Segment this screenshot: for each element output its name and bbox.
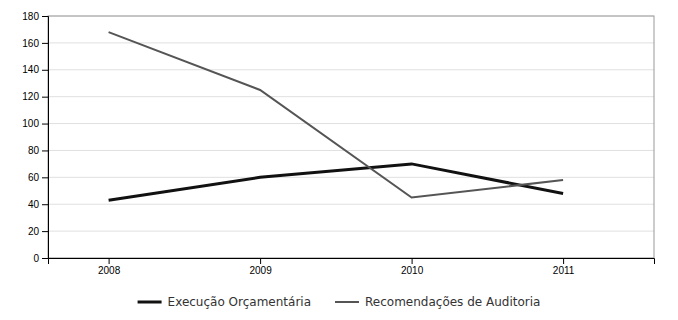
- tick: 100: [22, 118, 48, 129]
- plot: 2008 2009 2010 2011 0 20 40 60 80 100 120 140 160 180: [22, 11, 654, 276]
- tick-mark: [42, 124, 48, 125]
- tick-label: 60: [28, 172, 40, 183]
- tick-mark: [42, 258, 48, 259]
- tick: 2009: [249, 258, 272, 276]
- tick-label: 120: [22, 91, 39, 102]
- chart: 2008 2009 2010 2011 0 20 40 60 80 100 120 140 160 180…: [0, 0, 678, 320]
- series-line: [109, 164, 563, 200]
- tick: 2008: [98, 258, 121, 276]
- legend-swatch: [335, 301, 359, 303]
- tick: 180: [22, 11, 48, 22]
- tick-label: 0: [33, 253, 39, 264]
- grid: [48, 16, 654, 258]
- grid-line: [48, 177, 654, 178]
- legend: Execução Orçamentária Recomendações de Au…: [138, 295, 541, 309]
- tick-label: 2009: [249, 265, 272, 276]
- tick: 0: [33, 253, 48, 264]
- tick-mark: [109, 258, 110, 264]
- tick: 2010: [401, 258, 424, 276]
- tick-label: 20: [28, 226, 40, 237]
- tick-label: 80: [28, 145, 40, 156]
- tick: 2011: [553, 258, 575, 276]
- lines: [109, 32, 563, 200]
- legend-item: Execução Orçamentária: [138, 295, 311, 309]
- tick-label: 180: [22, 11, 39, 22]
- axis-line: [49, 259, 655, 265]
- tick-mark: [260, 258, 261, 264]
- grid-line: [48, 96, 654, 97]
- tick-mark: [42, 70, 48, 71]
- grid-line: [48, 204, 654, 205]
- tick-mark: [42, 97, 48, 98]
- legend-label: Recomendações de Auditoria: [365, 295, 540, 309]
- tick-label: 140: [22, 64, 39, 75]
- legend-label: Execução Orçamentária: [168, 295, 311, 309]
- tick: 60: [28, 172, 48, 183]
- grid-line: [48, 123, 654, 124]
- tick-mark: [42, 177, 48, 178]
- legend-item: Recomendações de Auditoria: [335, 295, 540, 309]
- tick-mark: [412, 258, 413, 264]
- series-line: [109, 32, 563, 197]
- axis-line: [42, 17, 49, 259]
- tick: 40: [28, 199, 48, 210]
- tick-label: 2008: [98, 265, 121, 276]
- grid-line: [48, 150, 654, 151]
- tick-label: 100: [22, 118, 39, 129]
- tick-mark: [42, 16, 48, 17]
- tick-mark: [42, 231, 48, 232]
- tick: 120: [22, 91, 48, 102]
- legend-swatch: [138, 301, 162, 304]
- grid-line: [48, 231, 654, 232]
- x-axis: 2008 2009 2010 2011: [49, 258, 655, 276]
- tick-label: 2011: [553, 265, 575, 276]
- tick-label: 40: [28, 199, 40, 210]
- tick-mark: [563, 258, 564, 264]
- tick: 80: [28, 145, 48, 156]
- tick-mark: [42, 204, 48, 205]
- tick-mark: [42, 150, 48, 151]
- tick-mark: [42, 43, 48, 44]
- plot-frame: [48, 16, 654, 258]
- grid-line: [48, 69, 654, 70]
- tick-label: 160: [22, 38, 39, 49]
- tick: 160: [22, 38, 48, 49]
- tick: 20: [28, 226, 48, 237]
- tick: 140: [22, 64, 48, 75]
- y-axis: 0 20 40 60 80 100 120 140 160 180: [22, 11, 48, 264]
- tick-label: 2010: [401, 265, 424, 276]
